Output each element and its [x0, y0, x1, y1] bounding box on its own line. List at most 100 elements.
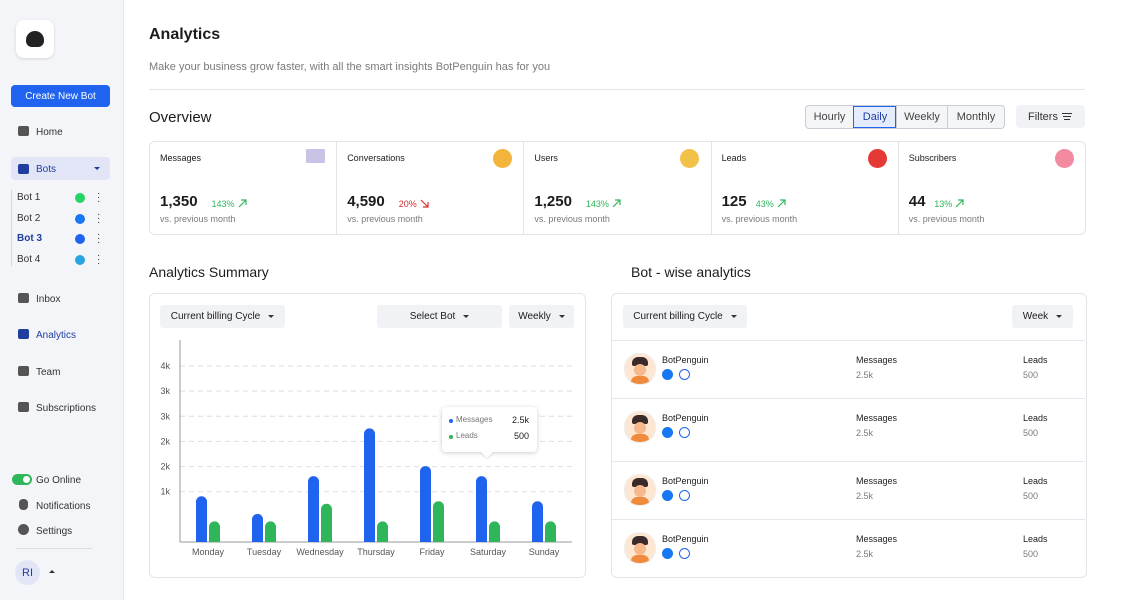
more-menu[interactable]: · · · — [97, 229, 101, 248]
dropdown[interactable]: Weekly — [509, 305, 574, 328]
trend-arrow — [955, 199, 964, 208]
messages-label: Messages — [856, 413, 898, 423]
bot-item[interactable]: Bot 4 — [17, 253, 41, 265]
facebook-icon — [662, 490, 673, 501]
settings[interactable]: Settings — [36, 526, 73, 537]
nav-item[interactable]: Subscriptions — [36, 403, 97, 414]
bot-avatar — [624, 532, 656, 564]
card-label: Conversations — [347, 153, 405, 163]
notifications[interactable]: Notifications — [36, 501, 91, 512]
period-tab[interactable]: Daily — [853, 106, 896, 128]
avatar-body — [631, 555, 649, 563]
caret — [49, 567, 55, 573]
web-icon — [679, 548, 690, 559]
caret — [94, 167, 100, 173]
card-value: 44 — [908, 193, 926, 210]
web-icon — [679, 369, 690, 380]
icon — [75, 254, 85, 265]
leads-value: 500 — [1023, 428, 1039, 438]
card-change: 13% — [934, 199, 964, 209]
avatar-face — [634, 364, 646, 376]
dropdown[interactable]: Current billing Cycle — [160, 305, 285, 328]
card-change: 43% — [756, 199, 786, 209]
card-note: vs. previous month — [160, 214, 236, 224]
filter-icon — [1064, 119, 1070, 120]
card-label: Subscribers — [908, 153, 957, 163]
nav-item[interactable]: Team — [36, 367, 61, 378]
avatar-face — [634, 543, 646, 555]
botwise-title: Bot - wise analytics — [631, 264, 751, 280]
bar — [265, 521, 276, 542]
more-menu[interactable]: · · · — [97, 249, 101, 269]
bar — [252, 513, 263, 542]
bar — [196, 496, 207, 542]
bot-item[interactable]: Bot 1 — [17, 192, 41, 203]
trend-arrow — [612, 199, 621, 208]
card-value: 1,250 — [534, 193, 572, 210]
dropdown[interactable]: Week — [1012, 305, 1073, 328]
logo-mark — [26, 31, 44, 47]
y-tick-label: 2k — [160, 436, 170, 446]
dropdown[interactable]: Current billing Cycle — [623, 305, 747, 328]
legend-label: Messages — [456, 415, 493, 424]
row-divider — [611, 398, 1085, 399]
trend-arrow — [420, 199, 429, 208]
bot-avatar — [624, 474, 656, 506]
card-divider — [710, 141, 712, 234]
period-tab[interactable]: Weekly — [896, 106, 947, 128]
y-tick-label: 3k — [160, 386, 170, 396]
card-note: vs. previous month — [908, 214, 985, 224]
period-tabs: Hourly Daily Weekly Monthly — [805, 105, 1005, 129]
facebook-icon — [662, 548, 673, 559]
bot-item[interactable]: Bot 3 — [17, 233, 42, 244]
avatar[interactable]: RI — [15, 560, 40, 585]
facebook-icon — [662, 369, 673, 380]
page-subtitle: Make your business grow faster, with all… — [149, 61, 551, 73]
period-tab[interactable]: Hourly — [813, 111, 846, 123]
toggle-knob — [23, 476, 30, 483]
bar — [209, 521, 220, 542]
messages-value: 2.5k — [856, 370, 874, 380]
messages-label: Messages — [856, 355, 898, 365]
icon — [19, 499, 28, 510]
bot-name: BotPenguin — [662, 355, 709, 365]
avatar-hair — [632, 478, 648, 487]
nav-item[interactable]: Inbox — [36, 294, 61, 305]
bar — [420, 466, 431, 542]
more-menu[interactable]: · · · — [97, 208, 101, 228]
go-online: Go Online — [36, 475, 82, 486]
y-tick-label: 1k — [160, 487, 170, 497]
facebook-icon — [662, 427, 673, 438]
nav-home[interactable]: Home — [36, 127, 63, 138]
avatar-hair — [632, 415, 648, 424]
nav-bots[interactable]: Bots — [36, 164, 57, 175]
leads-label: Leads — [1023, 413, 1048, 423]
more-menu[interactable]: · · · — [97, 188, 101, 207]
bar — [476, 476, 487, 542]
online-toggle[interactable] — [12, 474, 32, 485]
messages-value: 2.5k — [856, 491, 874, 501]
icon — [18, 126, 29, 136]
create-bot-button[interactable]: Create New Bot — [11, 85, 110, 107]
icon — [75, 234, 85, 244]
filter-icon — [1063, 116, 1071, 117]
divider — [16, 548, 92, 549]
avatar-face — [634, 485, 646, 497]
bot-item[interactable]: Bot 2 — [17, 212, 41, 224]
icon — [306, 149, 325, 163]
y-tick-label: 2k — [160, 462, 170, 472]
icon — [493, 149, 513, 168]
messages-label: Messages — [856, 534, 898, 544]
filters-button[interactable]: Filters — [1016, 105, 1085, 128]
card-note: vs. previous month — [347, 214, 423, 224]
period-tab[interactable]: Monthly — [947, 106, 1004, 128]
leads-label: Leads — [1023, 476, 1048, 486]
messages-value: 2.5k — [856, 549, 874, 559]
icon — [1054, 149, 1074, 168]
y-tick-label: 3k — [160, 411, 170, 421]
icon — [18, 366, 29, 376]
dropdown[interactable]: Select Bot — [377, 305, 502, 328]
nav-item[interactable]: Analytics — [36, 330, 77, 341]
x-tick-label: Friday — [419, 547, 445, 557]
avatar-face — [634, 422, 646, 434]
